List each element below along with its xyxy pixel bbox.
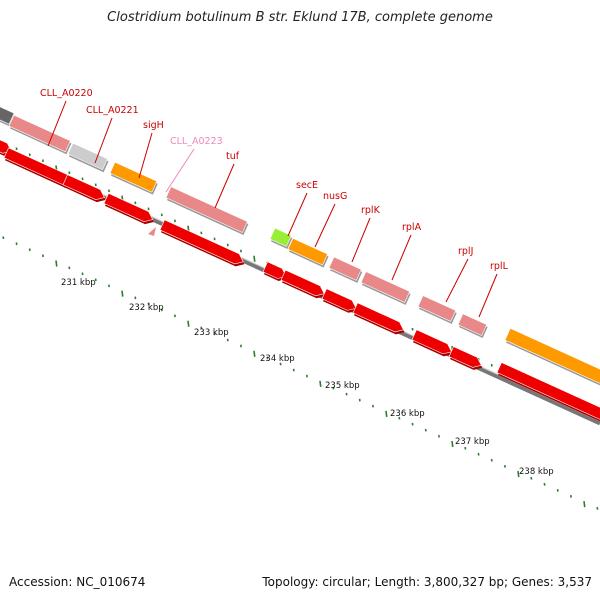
feature-large-orange[interactable] (504, 327, 600, 385)
feature-cll-a0220[interactable] (8, 114, 71, 153)
leader-line (47, 100, 67, 147)
scale-label: 234 kbp (260, 354, 295, 364)
leader-line (391, 234, 412, 281)
major-tick (517, 470, 520, 478)
cds-arrow-2[interactable] (62, 174, 105, 200)
cds-arrow-8[interactable] (352, 302, 404, 333)
major-tick (253, 255, 256, 262)
gene-label-cll_a0220: CLL_A0220 (40, 88, 93, 99)
scale-label: 233 kbp (194, 328, 229, 338)
leader-line (94, 117, 113, 164)
feature-rplA[interactable] (360, 271, 411, 303)
major-tick (187, 320, 190, 327)
major-tick (253, 350, 256, 357)
feature-dark[interactable] (0, 100, 15, 125)
leader-line (138, 132, 153, 179)
cds-arrow-9[interactable] (411, 329, 453, 355)
cds-arrow-10[interactable] (448, 346, 482, 368)
leader-line (314, 203, 336, 248)
scale-label: 238 kbp (519, 467, 554, 477)
label-leaders (47, 100, 498, 318)
leader-line (445, 258, 469, 303)
accession-text: Accession: NC_010674 (9, 575, 146, 589)
feature-tuf[interactable] (165, 186, 248, 233)
cds-arrow-7[interactable] (321, 288, 357, 311)
scale-label: 232 kbp (129, 303, 164, 313)
cds-arrow-4[interactable] (159, 219, 244, 265)
cds-arrow-cll-a0223[interactable] (148, 227, 156, 236)
gene-label-cll_a0223: CLL_A0223 (170, 136, 223, 147)
major-tick (385, 410, 388, 418)
gene-label-sece: secE (296, 180, 318, 191)
gene-label-rpla: rplA (402, 222, 422, 233)
feature-nusG[interactable] (287, 237, 328, 266)
leader-line (478, 273, 498, 318)
feature-rplL[interactable] (457, 313, 488, 336)
cds-arrow-1[interactable] (3, 147, 75, 186)
gene-label-nusg: nusG (323, 191, 347, 202)
scale-label: 237 kbp (455, 437, 490, 447)
scale-label: 231 kbp (61, 278, 96, 288)
major-tick (451, 440, 454, 448)
major-tick (55, 260, 58, 267)
gene-label-rplj: rplJ (458, 246, 473, 257)
inner-tick-ring (2, 236, 599, 510)
scale-label: 236 kbp (390, 409, 425, 419)
cds-arrow-11[interactable] (496, 362, 600, 421)
feature-rplK[interactable] (328, 256, 362, 281)
gene-label-tuf: tuf (226, 151, 240, 162)
gene-label-rplk: rplK (361, 205, 381, 216)
map-title: Clostridium botulinum B str. Eklund 17B,… (107, 10, 493, 25)
cds-arrow-3[interactable] (103, 192, 154, 222)
gene-label-rpll: rplL (490, 261, 509, 272)
leader-line (287, 192, 308, 237)
major-tick (583, 501, 586, 508)
leader-line (351, 217, 371, 263)
leader-line (214, 163, 235, 209)
leader-line (165, 148, 195, 193)
scale-label: 235 kbp (325, 381, 360, 391)
gene-label-sigh: sigH (143, 120, 164, 131)
major-tick (121, 290, 124, 297)
feature-rplJ[interactable] (417, 295, 457, 322)
cds-arrow-6[interactable] (280, 269, 325, 297)
feature-secE[interactable] (269, 227, 292, 247)
feature-sigH[interactable] (109, 161, 158, 193)
genome-info-text: Topology: circular; Length: 3,800,327 bp… (262, 575, 592, 589)
gene-label-cll_a0221: CLL_A0221 (86, 105, 139, 116)
scale-labels: 231 kbp 232 kbp 233 kbp 234 kbp 235 kbp 236 k… (61, 278, 554, 477)
major-tick (319, 380, 322, 387)
feature-track[interactable] (0, 100, 600, 424)
feature-cll-a0221[interactable] (67, 142, 108, 171)
